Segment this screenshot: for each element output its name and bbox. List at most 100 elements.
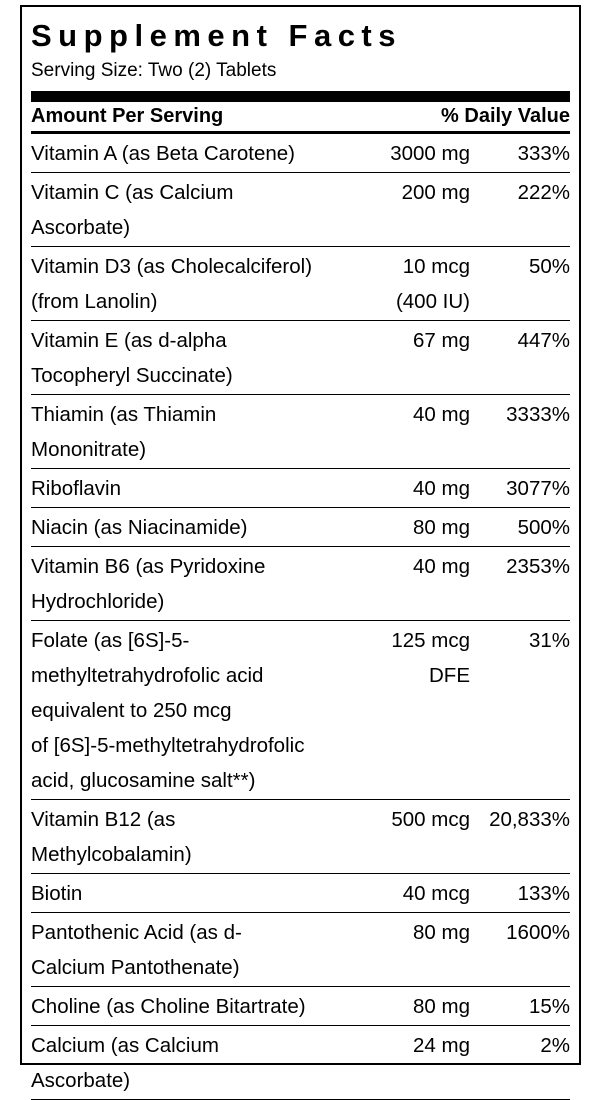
nutrient-row: Pantothenic Acid (as d- 80 mg 1600% Calcium… [31, 913, 570, 987]
row-line: Niacin (as Niacinamide) 80 mg 500% [31, 510, 570, 545]
nutrient-amount: 40 mcg [402, 882, 470, 905]
supplement-facts-panel: Supplement Facts Serving Size: Two (2) T… [20, 5, 581, 1100]
row-line: Ascorbate) [31, 1063, 570, 1098]
nutrient-name: Riboflavin [31, 477, 122, 500]
daily-value-heading: % Daily Value [441, 105, 570, 127]
nutrient-daily-value: 447% [517, 329, 570, 352]
row-line: Vitamin B12 (as 500 mcg 20,833% [31, 802, 570, 837]
nutrient-daily-value: 20,833% [489, 808, 570, 831]
row-line: of [6S]-5-methyltetrahydrofolic [31, 728, 570, 763]
nutrient-amount: DFE [429, 664, 470, 687]
nutrient-amount: 10 mcg [402, 255, 470, 278]
nutrient-amount: 80 mg [413, 921, 470, 944]
nutrient-name: Hydrochloride) [31, 590, 165, 613]
table-header: Amount Per Serving % Daily Value [31, 102, 570, 130]
nutrient-row: Vitamin B6 (as Pyridoxine 40 mg 2353% Hydro… [31, 547, 570, 621]
row-line: Biotin 40 mcg 133% [31, 876, 570, 911]
nutrient-amount: 67 mg [413, 329, 470, 352]
nutrient-name: Vitamin C (as Calcium [31, 181, 234, 204]
nutrient-daily-value: 1600% [506, 921, 570, 944]
nutrient-name: Vitamin B12 (as [31, 808, 176, 831]
nutrient-name: equivalent to 250 mcg [31, 699, 232, 722]
nutrient-row: Vitamin E (as d-alpha 67 mg 447% Tocopheryl… [31, 321, 570, 395]
nutrient-name: (from Lanolin) [31, 290, 158, 313]
nutrient-row: Choline (as Choline Bitartrate) 80 mg 15% [31, 987, 570, 1026]
row-line: Tocopheryl Succinate) [31, 358, 570, 393]
row-line: Methylcobalamin) [31, 837, 570, 872]
row-line: methyltetrahydrofolic acid DFE [31, 658, 570, 693]
nutrient-name: Mononitrate) [31, 438, 147, 461]
nutrient-name: Pantothenic Acid (as d- [31, 921, 242, 944]
nutrient-row: Folate (as [6S]-5- 125 mcg 31% methyltetrah… [31, 621, 570, 800]
panel-title: Supplement Facts [31, 18, 402, 53]
nutrient-amount: 80 mg [413, 516, 470, 539]
nutrient-row: Biotin 40 mcg 133% [31, 874, 570, 913]
nutrient-name: methyltetrahydrofolic acid [31, 664, 264, 687]
nutrient-daily-value: 3333% [506, 403, 570, 426]
nutrient-daily-value: 222% [517, 181, 570, 204]
row-line: Riboflavin 40 mg 3077% [31, 471, 570, 506]
nutrient-daily-value: 50% [528, 255, 570, 278]
nutrient-amount: 80 mg [413, 995, 470, 1018]
nutrient-row: Vitamin C (as Calcium 200 mg 222% Ascorbate… [31, 173, 570, 247]
nutrient-name: Vitamin D3 (as Cholecalciferol) [31, 255, 313, 278]
row-line: Calcium (as Calcium 24 mg 2% [31, 1028, 570, 1063]
nutrient-name: Niacin (as Niacinamide) [31, 516, 248, 539]
nutrient-daily-value: 333% [517, 142, 570, 165]
nutrient-amount: 40 mg [413, 555, 470, 578]
nutrient-row: Vitamin B12 (as 500 mcg 20,833% Methylcobal… [31, 800, 570, 874]
row-line: Pantothenic Acid (as d- 80 mg 1600% [31, 915, 570, 950]
nutrient-amount: 3000 mg [390, 142, 470, 165]
row-line: Vitamin E (as d-alpha 67 mg 447% [31, 323, 570, 358]
row-line: acid, glucosamine salt**) [31, 763, 570, 798]
nutrient-row: Vitamin A (as Beta Carotene) 3000 mg 333% [31, 134, 570, 173]
nutrient-name: Folate (as [6S]-5- [31, 629, 190, 652]
nutrient-name: Ascorbate) [31, 1069, 131, 1092]
row-line: Vitamin C (as Calcium 200 mg 222% [31, 175, 570, 210]
nutrient-name: Calcium (as Calcium [31, 1034, 219, 1057]
nutrient-row: Calcium (as Calcium 24 mg 2% Ascorbate) [31, 1026, 570, 1100]
nutrient-name: Biotin [31, 882, 83, 905]
nutrient-daily-value: 2353% [506, 555, 570, 578]
nutrient-name: Vitamin A (as Beta Carotene) [31, 142, 295, 165]
row-line: Ascorbate) [31, 210, 570, 245]
nutrient-name: Vitamin E (as d-alpha [31, 329, 227, 352]
nutrient-name: Tocopheryl Succinate) [31, 364, 233, 387]
nutrient-amount: 200 mg [401, 181, 470, 204]
serving-size: Serving Size: Two (2) Tablets [31, 60, 277, 81]
nutrient-name: Choline (as Choline Bitartrate) [31, 995, 306, 1018]
nutrient-amount: 24 mg [413, 1034, 470, 1057]
nutrient-row: Vitamin D3 (as Cholecalciferol) 10 mcg 50%… [31, 247, 570, 321]
nutrient-amount: 125 mcg [391, 629, 470, 652]
nutrient-name: of [6S]-5-methyltetrahydrofolic [31, 734, 305, 757]
nutrient-name: Calcium Pantothenate) [31, 956, 240, 979]
nutrient-daily-value: 133% [517, 882, 570, 905]
header-divider [31, 131, 570, 134]
nutrient-row: Niacin (as Niacinamide) 80 mg 500% [31, 508, 570, 547]
row-line: Folate (as [6S]-5- 125 mcg 31% [31, 623, 570, 658]
nutrient-daily-value: 15% [528, 995, 570, 1018]
row-line: Calcium Pantothenate) [31, 950, 570, 985]
nutrient-amount: 40 mg [413, 403, 470, 426]
nutrient-daily-value: 3077% [506, 477, 570, 500]
row-line: Vitamin D3 (as Cholecalciferol) 10 mcg 50% [31, 249, 570, 284]
nutrient-daily-value: 31% [528, 629, 570, 652]
nutrient-name: Methylcobalamin) [31, 843, 192, 866]
nutrient-row: Riboflavin 40 mg 3077% [31, 469, 570, 508]
nutrient-amount: (400 IU) [395, 290, 470, 313]
nutrient-name: acid, glucosamine salt**) [31, 769, 256, 792]
nutrient-name: Thiamin (as Thiamin [31, 403, 217, 426]
row-line: Hydrochloride) [31, 584, 570, 619]
nutrient-amount: 40 mg [413, 477, 470, 500]
nutrient-name: Vitamin B6 (as Pyridoxine [31, 555, 266, 578]
nutrient-name: Ascorbate) [31, 216, 131, 239]
row-line: Thiamin (as Thiamin 40 mg 3333% [31, 397, 570, 432]
row-line: Vitamin A (as Beta Carotene) 3000 mg 333% [31, 136, 570, 171]
nutrient-daily-value: 500% [517, 516, 570, 539]
amount-per-serving-heading: Amount Per Serving [31, 105, 224, 127]
nutrient-amount: 500 mcg [391, 808, 470, 831]
row-line: Mononitrate) [31, 432, 570, 467]
row-line: Choline (as Choline Bitartrate) 80 mg 15% [31, 989, 570, 1024]
nutrient-table: Vitamin A (as Beta Carotene) 3000 mg 333% V… [31, 134, 570, 1100]
row-line: Vitamin B6 (as Pyridoxine 40 mg 2353% [31, 549, 570, 584]
